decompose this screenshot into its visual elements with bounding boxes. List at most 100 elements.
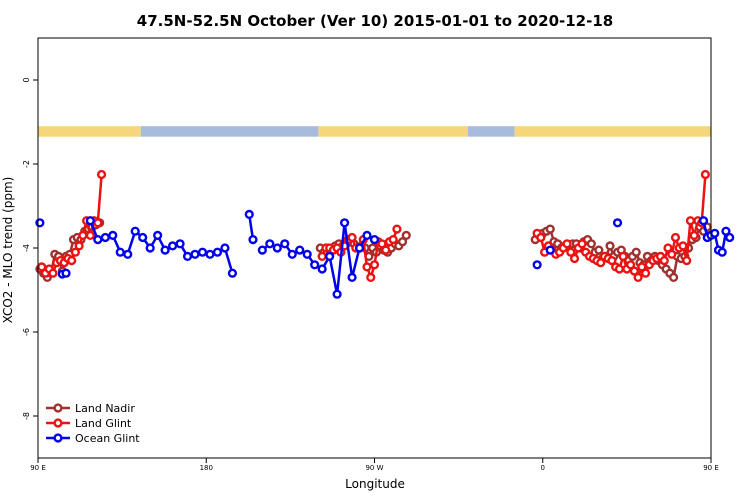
- land-glint-point: [74, 241, 84, 251]
- land-glint-point: [577, 239, 587, 249]
- ocean-glint-point: [130, 226, 140, 236]
- plot-axes: 90 E 180 90 W 0 90 E 0 -2 -4 -6 -8: [22, 37, 719, 472]
- strip-ocean: [467, 126, 515, 137]
- ocean-glint-point: [721, 226, 731, 236]
- ocean-glint-point: [145, 243, 155, 253]
- land-nadir-point: [594, 245, 604, 255]
- ocean-glint-point: [710, 228, 720, 238]
- ocean-glint-point: [325, 251, 335, 262]
- land-nadir-point: [605, 241, 615, 251]
- ocean-glint-point: [317, 264, 327, 274]
- land-glint-point: [640, 268, 651, 278]
- ocean-glint-point: [115, 247, 125, 257]
- land-glint-point: [596, 258, 606, 268]
- legend-ocean-glint-label: Ocean Glint: [75, 432, 140, 445]
- ocean-glint-point: [168, 241, 178, 251]
- ocean-glint-point: [190, 249, 200, 259]
- land-glint-point: [562, 239, 572, 249]
- ocean-glint-line: [89, 220, 234, 274]
- ocean-glint-point: [339, 218, 350, 228]
- ocean-glint-point: [725, 232, 735, 243]
- ocean-glint-point: [153, 230, 163, 241]
- land-glint-point: [67, 256, 77, 266]
- land-glint-point: [667, 249, 677, 259]
- ocean-glint-point: [100, 232, 110, 243]
- land-nadir-point: [631, 247, 641, 257]
- ocean-glint-point: [227, 268, 238, 278]
- land-glint-point: [614, 264, 624, 274]
- legend-land-glint-label: Land Glint: [75, 417, 132, 430]
- ocean-glint-point: [532, 260, 542, 270]
- ocean-glint-point: [248, 235, 258, 245]
- ocean-glint-point: [205, 249, 215, 259]
- ocean-glint-point: [310, 260, 320, 270]
- land-glint-point: [347, 232, 357, 243]
- land-nadir-point: [401, 230, 411, 241]
- ocean-glint-point: [302, 249, 312, 259]
- ocean-glint-point: [244, 209, 254, 220]
- land-glint-point: [629, 266, 639, 276]
- ocean-glint-point: [93, 235, 103, 245]
- land-glint-point: [659, 256, 669, 266]
- land-glint-point: [670, 232, 681, 243]
- x-tick-label: 90 W: [365, 464, 383, 472]
- land-glint-point: [689, 230, 699, 241]
- ocean-glint-point: [545, 245, 555, 255]
- strip-land: [318, 126, 468, 137]
- land-glint-point: [366, 272, 376, 283]
- land-glint-point: [96, 169, 107, 180]
- land-ocean-strip: [38, 126, 711, 137]
- x-tick-label: 90 E: [703, 464, 719, 472]
- land-glint-point: [566, 247, 576, 257]
- strip-land: [514, 126, 711, 137]
- ocean-glint-point: [220, 243, 230, 253]
- ocean-glint-point: [257, 245, 267, 255]
- land-glint-point: [392, 224, 402, 234]
- land-glint-point: [618, 251, 628, 262]
- land-nadir-point: [669, 272, 679, 283]
- legend-ocean-glint-marker: [53, 433, 63, 443]
- ocean-glint-point: [85, 216, 95, 226]
- land-glint-point: [682, 256, 692, 266]
- land-glint-point: [70, 247, 80, 257]
- land-glint-point: [700, 169, 710, 180]
- x-tick-label: 90 E: [30, 464, 46, 472]
- x-tick-label: 0: [541, 464, 545, 472]
- y-axis-label: XCO2 - MLO trend (ppm): [1, 177, 15, 324]
- ocean-glint-point: [362, 230, 372, 241]
- ocean-glint-point: [717, 247, 727, 257]
- strip-land: [38, 126, 141, 137]
- land-nadir-point: [397, 237, 408, 247]
- ocean-glint-point: [698, 216, 709, 226]
- legend: Land Nadir Land Glint Ocean Glint: [46, 402, 140, 445]
- land-glint-point: [388, 235, 398, 245]
- ocean-glint-point: [272, 243, 282, 253]
- land-nadir-point: [586, 239, 596, 249]
- y-tick-label: -2: [22, 160, 31, 168]
- ocean-glint-point: [354, 243, 365, 253]
- land-glint-point: [633, 272, 643, 283]
- ocean-glint-point: [280, 239, 290, 249]
- strip-ocean: [140, 126, 319, 137]
- land-glint-point: [48, 268, 58, 278]
- land-glint-point: [663, 243, 673, 253]
- ocean-glint-point: [35, 218, 45, 228]
- land-glint-point: [381, 245, 391, 255]
- land-glint-point: [685, 216, 696, 226]
- legend-land-nadir-marker: [53, 403, 63, 413]
- land-glint-point: [536, 232, 546, 243]
- y-tick-label: -6: [22, 328, 31, 336]
- land-glint-point: [369, 260, 380, 270]
- land-glint-point: [678, 241, 688, 251]
- land-glint-point: [626, 260, 636, 270]
- y-tick-label: -8: [22, 412, 31, 420]
- ocean-glint-point: [265, 239, 275, 249]
- ocean-glint-point: [182, 251, 193, 262]
- y-tick-label: 0: [22, 77, 31, 82]
- legend-land-nadir-label: Land Nadir: [75, 402, 135, 415]
- legend-land-glint-marker: [53, 418, 63, 428]
- ocean-glint-point: [123, 249, 133, 259]
- x-axis-label: Longitude: [345, 477, 405, 491]
- ocean-glint-point: [332, 289, 342, 299]
